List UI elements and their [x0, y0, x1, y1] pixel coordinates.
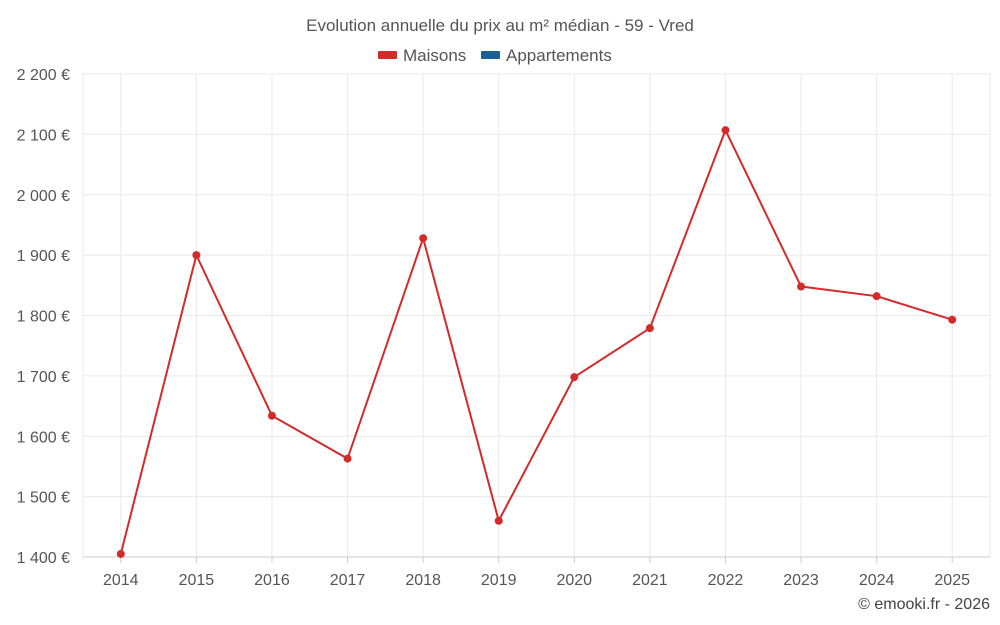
data-point[interactable] [494, 516, 503, 525]
y-axis: 1 400 € 1 500 € 1 600 € 1 700 € 1 800 € 1 900… [17, 67, 70, 567]
copyright-footer: © emooki.fr - 2026 [858, 596, 990, 613]
legend-label-maisons: Maisons [403, 46, 466, 65]
x-tick-label: 2018 [405, 572, 441, 589]
x-tick-label: 2025 [934, 572, 970, 589]
data-point[interactable] [267, 411, 276, 420]
legend-swatch-maisons [378, 51, 397, 59]
x-tick-label: 2017 [330, 572, 366, 589]
data-point[interactable] [570, 373, 579, 382]
x-tick-label: 2020 [556, 572, 592, 589]
legend: Maisons Appartements [378, 46, 612, 65]
data-point[interactable] [343, 454, 352, 463]
y-tick-label: 1 400 € [17, 550, 70, 567]
x-tick-label: 2014 [103, 572, 139, 589]
y-tick-label: 2 200 € [17, 67, 70, 84]
x-tick-label: 2016 [254, 572, 290, 589]
legend-label-appartements: Appartements [506, 46, 612, 65]
y-tick-label: 1 800 € [17, 309, 70, 326]
data-point[interactable] [645, 324, 654, 333]
legend-item-appartements[interactable]: Appartements [481, 46, 612, 65]
data-point[interactable] [797, 282, 806, 291]
legend-swatch-appartements [481, 51, 500, 59]
x-axis: 2014 2015 2016 2017 2018 2019 2020 2021 2022 2023… [83, 556, 990, 589]
y-tick-label: 1 700 € [17, 369, 70, 386]
x-tick-label: 2019 [481, 572, 517, 589]
grid [82, 73, 991, 557]
data-point[interactable] [721, 126, 730, 135]
x-tick-label: 2015 [179, 572, 215, 589]
x-tick-label: 2021 [632, 572, 668, 589]
data-point[interactable] [872, 292, 881, 301]
x-tick-label: 2024 [859, 572, 895, 589]
data-point[interactable] [116, 549, 125, 558]
y-tick-label: 1 500 € [17, 490, 70, 507]
x-tick-label: 2023 [783, 572, 819, 589]
series-maisons [116, 126, 957, 558]
y-tick-label: 1 600 € [17, 429, 70, 446]
chart-title: Evolution annuelle du prix au m² médian … [306, 16, 694, 35]
x-tick-label: 2022 [708, 572, 744, 589]
y-tick-label: 2 000 € [17, 188, 70, 205]
y-tick-label: 2 100 € [17, 127, 70, 144]
data-point[interactable] [948, 315, 957, 324]
legend-item-maisons[interactable]: Maisons [378, 46, 466, 65]
y-tick-label: 1 900 € [17, 248, 70, 265]
data-point[interactable] [419, 234, 428, 243]
data-point[interactable] [192, 251, 201, 260]
series-line-maisons [119, 129, 953, 555]
